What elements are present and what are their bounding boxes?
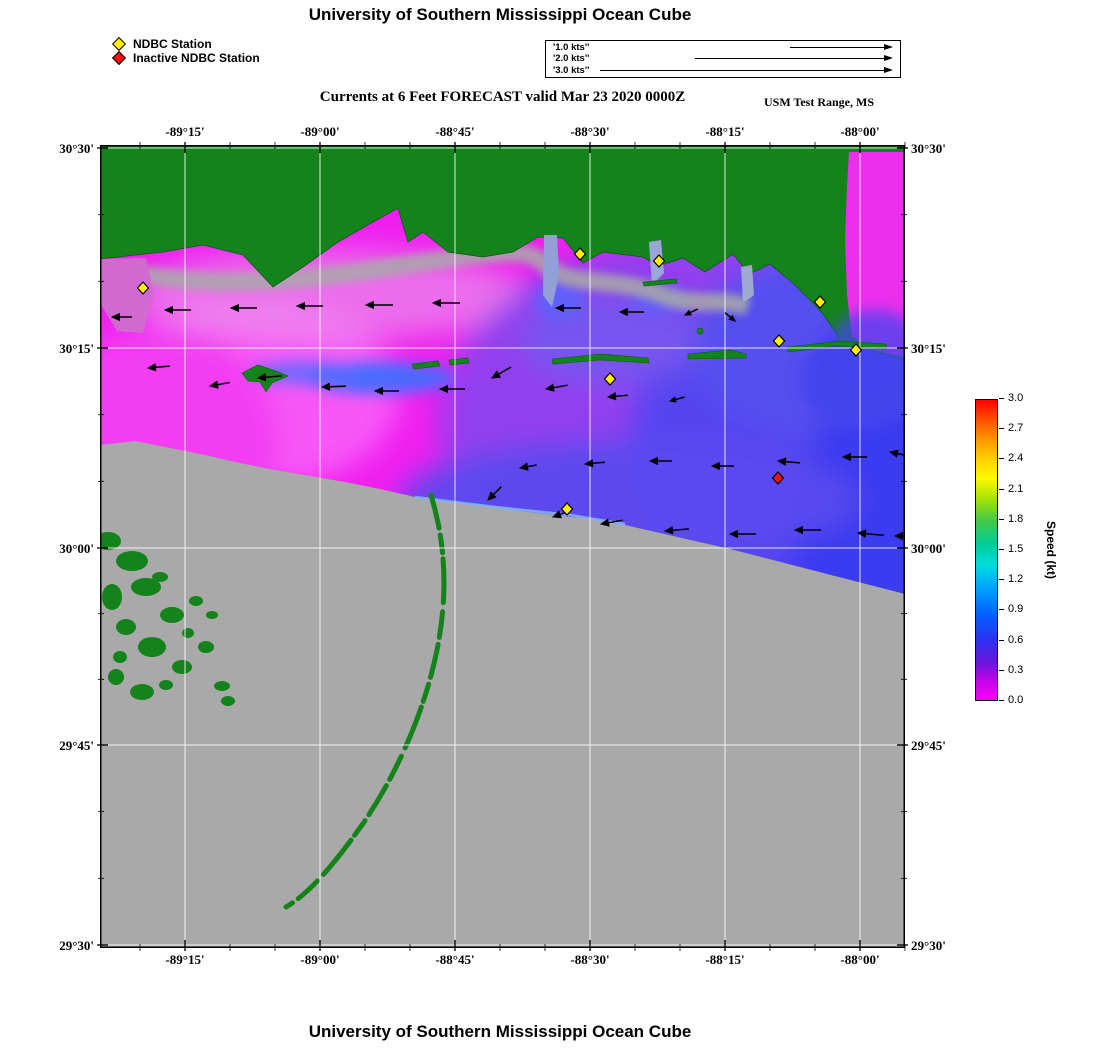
ndbc-legend: NDBC Station Inactive NDBC Station	[111, 36, 260, 66]
masked-region	[100, 441, 905, 948]
lon-tick-label: -89°00'	[300, 124, 340, 139]
colorbar-tick: 3.0	[998, 392, 1024, 404]
lat-tick-label: 29°45'	[911, 738, 946, 753]
range-label: USM Test Range, MS	[764, 95, 875, 109]
lon-tick-label: -88°00'	[840, 124, 880, 139]
scale-row: '2.0 kts''	[553, 53, 893, 64]
inactive-ndbc-station-icon	[111, 50, 127, 66]
map-frame	[100, 145, 905, 948]
page-title: University of Southern Mississippi Ocean…	[308, 5, 692, 24]
lon-tick-label: -89°15'	[165, 952, 205, 967]
legend-label: Inactive NDBC Station	[133, 51, 260, 65]
current-arrows	[110, 298, 905, 541]
scale-arrow-3kt	[600, 66, 893, 73]
legend-label: NDBC Station	[133, 37, 212, 51]
scale-row: '3.0 kts''	[553, 65, 893, 76]
lon-tick-label: -88°45'	[435, 952, 475, 967]
colorbar-tick: 0.3	[998, 663, 1024, 676]
lon-tick-label: -88°15'	[705, 124, 745, 139]
colorbar-tick: 1.2	[998, 573, 1024, 586]
chandeleur-islands-arc	[283, 492, 447, 910]
colorbar-tick: 1.5	[998, 543, 1024, 555]
lon-tick-label: -88°00'	[840, 952, 880, 967]
scale-arrow-1kt	[790, 44, 893, 51]
lon-tick-label: -88°15'	[705, 952, 745, 967]
colorbar-tick: 0.0	[998, 694, 1024, 706]
map-svg	[97, 142, 908, 951]
footer-title: University of Southern Mississippi Ocean…	[308, 1022, 692, 1041]
scale-label: '2.0 kts''	[553, 53, 590, 65]
lon-tick-label: -88°30'	[570, 124, 610, 139]
colorbar-label: Speed (kt)	[1044, 520, 1058, 580]
lat-tick-label: 30°30'	[59, 141, 94, 156]
legend-row-active: NDBC Station	[111, 36, 260, 52]
station-markers	[136, 247, 863, 516]
map	[97, 142, 908, 951]
colorbar-tick: 0.6	[998, 633, 1024, 646]
colorbar-tick: 2.4	[998, 452, 1024, 465]
colorbar-tick: 1.8	[998, 512, 1024, 525]
barrier-islands	[241, 278, 887, 393]
ndbc-station-icon	[111, 36, 127, 52]
lat-tick-label: 30°15'	[59, 341, 94, 356]
current-speed-scale-box: '1.0 kts'' '2.0 kts'' '3.0 kts''	[545, 40, 901, 78]
scale-arrow-2kt	[695, 55, 893, 62]
lon-tick-label: -88°30'	[570, 952, 610, 967]
graticule	[100, 145, 905, 948]
lat-tick-label: 30°15'	[911, 341, 946, 356]
colorbar-tick: 0.9	[998, 603, 1024, 616]
lon-tick-label: -88°45'	[435, 124, 475, 139]
lon-tick-label: -89°00'	[300, 952, 340, 967]
lon-tick-label: -89°15'	[165, 124, 205, 139]
forecast-subtitle: Currents at 6 Feet FORECAST valid Mar 23…	[319, 89, 686, 105]
lat-tick-label: 29°30'	[911, 938, 946, 953]
scale-row: '1.0 kts''	[553, 42, 893, 53]
scale-label: '1.0 kts''	[553, 42, 590, 54]
lat-tick-label: 30°30'	[911, 141, 946, 156]
lat-tick-label: 30°00'	[911, 541, 946, 556]
lat-tick-label: 30°00'	[59, 541, 94, 556]
lat-tick-label: 29°30'	[59, 938, 94, 953]
colorbar-tick: 2.7	[998, 422, 1024, 435]
colorbar-tick: 2.1	[998, 482, 1024, 495]
legend-row-inactive: Inactive NDBC Station	[111, 50, 260, 66]
colorbar-gradient	[975, 399, 998, 701]
scale-label: '3.0 kts''	[553, 64, 590, 76]
coastal-shallow-strip	[123, 243, 752, 316]
colorbar: 3.0 2.7 2.4 2.1 1.8 1.5 1.2 0.9 0.6 0.3 …	[975, 392, 1085, 706]
lat-tick-label: 29°45'	[59, 738, 94, 753]
